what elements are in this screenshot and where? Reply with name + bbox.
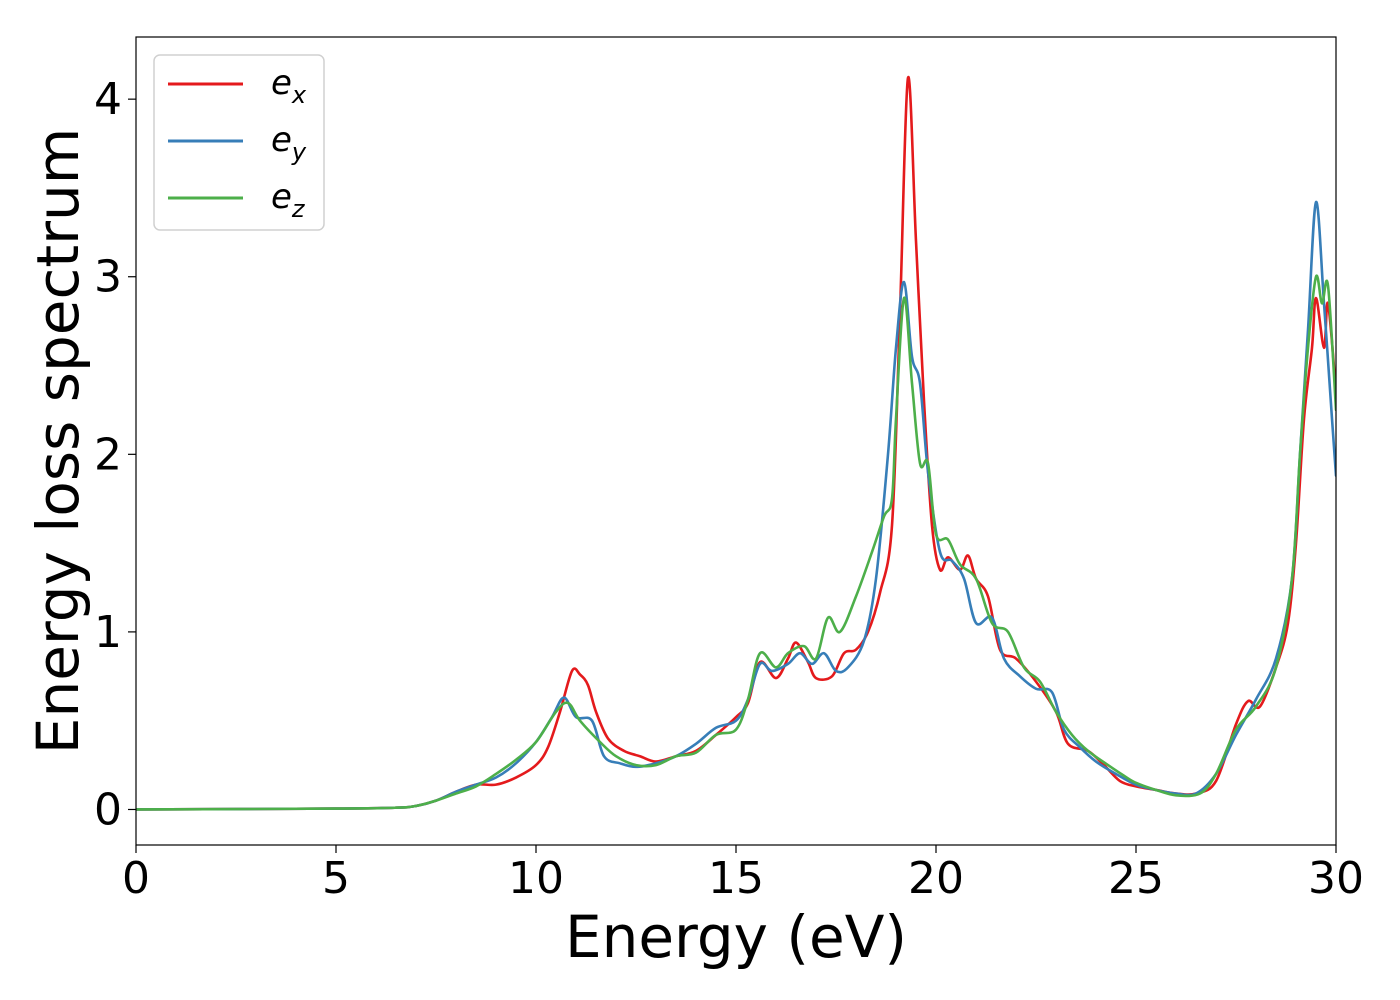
- x-tick-label: 5: [322, 853, 350, 904]
- y-tick-label: 3: [94, 252, 122, 303]
- legend-label-z: ez: [271, 177, 306, 223]
- legend: ex ey ez: [153, 54, 325, 231]
- x-tick-label: 15: [708, 853, 764, 904]
- y-tick-label: 0: [94, 784, 122, 835]
- x-axis: 0 5 10 15 20 25 30: [122, 845, 1364, 904]
- legend-label-y: ey: [271, 120, 307, 166]
- plot-background: [136, 37, 1336, 845]
- x-tick-label: 25: [1108, 853, 1164, 904]
- series-line-x: [136, 75, 1336, 811]
- series-layer: [136, 75, 1336, 811]
- y-axis: 0 1 2 3 4: [94, 74, 136, 835]
- y-axis-title: Energy loss spectrum: [24, 128, 92, 754]
- legend-label-x: ex: [271, 63, 307, 109]
- series-line-z: [136, 274, 1336, 811]
- x-axis-title: Energy (eV): [565, 903, 907, 971]
- x-tick-label: 10: [508, 853, 564, 904]
- x-tick-label: 20: [908, 853, 964, 904]
- y-tick-label: 1: [94, 607, 122, 658]
- x-tick-label: 30: [1308, 853, 1364, 904]
- x-tick-label: 0: [122, 853, 150, 904]
- y-tick-label: 4: [94, 74, 122, 125]
- y-tick-label: 2: [94, 429, 122, 480]
